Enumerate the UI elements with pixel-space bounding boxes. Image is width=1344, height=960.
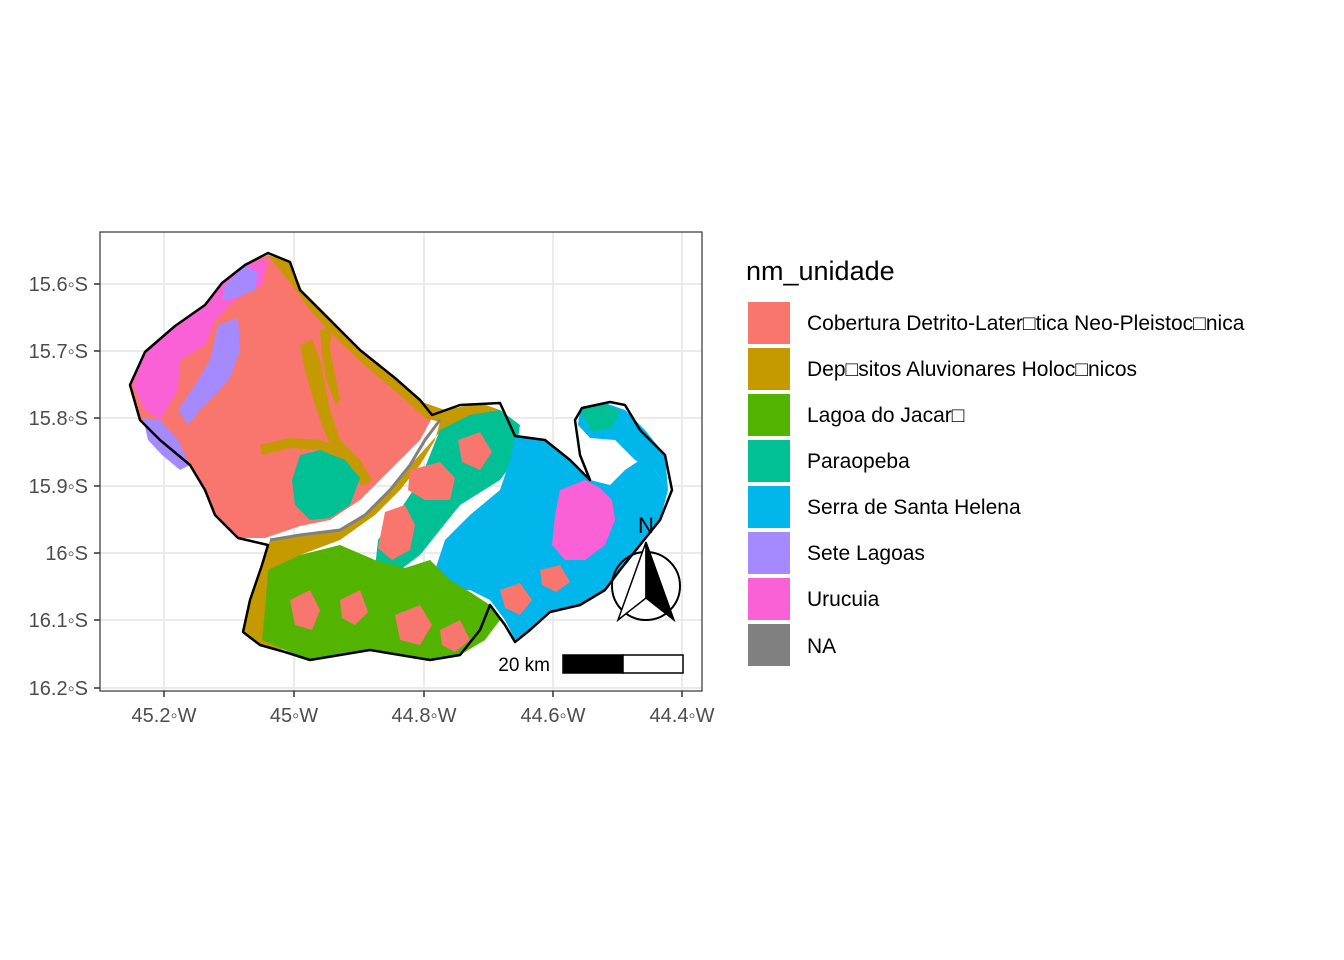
legend-key-label: Dep□sitos Aluvionares Holoc□nicos <box>807 358 1137 381</box>
legend-items: Cobertura Detrito-Later□tica Neo-Pleisto… <box>748 302 1245 666</box>
legend-key-swatch <box>748 624 790 666</box>
x-tick-label: 44.6◦W <box>521 705 586 727</box>
scale-bar-white-segment <box>622 654 684 674</box>
legend-key-label: Paraopeba <box>807 450 910 473</box>
legend-key-label: Lagoa do Jacar□ <box>807 404 965 427</box>
unit-cobertura-south-1 <box>290 590 320 630</box>
x-tick-label: 45◦W <box>270 705 318 727</box>
unit-depositos-tributary-1 <box>300 340 372 486</box>
legend-key-label: Cobertura Detrito-Later□tica Neo-Pleisto… <box>807 312 1245 335</box>
scale-bar-label: 20 km <box>498 655 550 676</box>
unit-cobertura-south-2 <box>340 590 368 625</box>
legend-title: nm_unidade <box>746 256 895 286</box>
scale-bar: 20 km <box>498 654 684 676</box>
unit-cobertura-south-3 <box>395 605 432 645</box>
y-tick-label: 16.1◦S <box>29 610 88 632</box>
legend-key-label: Sete Lagoas <box>807 542 925 565</box>
legend: nm_unidade Cobertura Detrito-Later□tica … <box>746 256 1245 666</box>
legend-key-swatch <box>748 394 790 436</box>
legend-key-swatch <box>748 532 790 574</box>
y-axis-ticks <box>94 283 100 689</box>
unit-sete-lagoas-north <box>222 266 258 300</box>
legend-key-swatch <box>748 302 790 344</box>
unit-cobertura-patch-1 <box>408 462 455 500</box>
unit-cobertura-south-5 <box>500 583 532 615</box>
north-arrow-right-half <box>645 541 676 623</box>
legend-key-label: Serra de Santa Helena <box>807 496 1021 519</box>
unit-cobertura-patch-2 <box>378 505 415 560</box>
unit-na-river <box>269 419 442 542</box>
north-arrow: N <box>611 513 681 623</box>
unit-cobertura-patch-3 <box>458 432 492 470</box>
unit-depositos-channel <box>243 255 500 650</box>
unit-urucuia-nw <box>133 258 268 420</box>
unit-paraopeba-ne <box>580 404 620 432</box>
unit-paraopeba-central <box>292 450 360 520</box>
y-tick-label: 15.9◦S <box>29 476 88 498</box>
legend-key-swatch <box>748 578 790 620</box>
x-tick-label: 44.4◦W <box>650 705 715 727</box>
x-tick-label: 45.2◦W <box>132 705 197 727</box>
unit-serra-santa-helena <box>435 436 668 640</box>
legend-key-label: NA <box>807 635 836 658</box>
basin-boundary <box>128 251 674 662</box>
legend-key-swatch <box>748 440 790 482</box>
y-tick-label: 16.2◦S <box>29 678 88 700</box>
north-arrow-label: N <box>638 513 654 538</box>
x-tick-label: 44.8◦W <box>392 705 457 727</box>
unit-depositos-tributary-3 <box>260 438 350 460</box>
geology-units <box>128 251 674 662</box>
unit-sete-lagoas-center <box>178 318 240 425</box>
y-tick-label: 15.7◦S <box>29 341 88 363</box>
unit-depositos-tributary-2 <box>320 325 340 405</box>
legend-key-label: Urucuia <box>807 588 880 611</box>
x-axis-ticks <box>163 691 683 697</box>
y-tick-label: 15.8◦S <box>29 408 88 430</box>
y-tick-label: 16◦S <box>45 543 88 565</box>
y-tick-label: 15.6◦S <box>29 274 88 296</box>
map-panel-border <box>99 231 703 692</box>
unit-cobertura-south-6 <box>540 565 570 592</box>
legend-key-swatch <box>748 348 790 390</box>
scale-bar-black-segment <box>562 654 624 674</box>
legend-key-swatch <box>748 486 790 528</box>
unit-cobertura-south-4 <box>440 620 470 652</box>
unit-urucuia-east <box>552 480 615 560</box>
